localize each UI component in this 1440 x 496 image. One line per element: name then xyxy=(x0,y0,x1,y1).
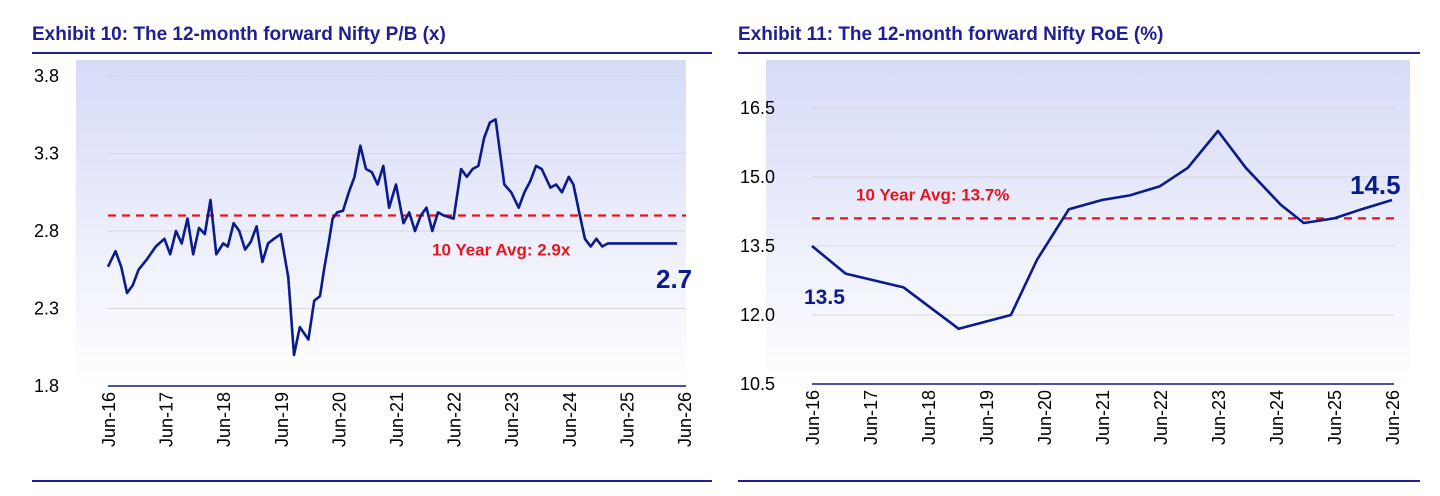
top-rule xyxy=(738,52,1420,54)
y-tick-label: 3.8 xyxy=(34,66,59,86)
x-tick-label: Jun-18 xyxy=(214,392,234,447)
y-tick-label: 13.5 xyxy=(740,236,775,256)
y-tick-label: 1.8 xyxy=(34,376,59,396)
chart-title: Exhibit 10: The 12-month forward Nifty P… xyxy=(32,24,446,45)
end-value-label: 14.5 xyxy=(1350,170,1401,200)
x-tick-label: Jun-16 xyxy=(99,392,119,447)
x-tick-label: Jun-25 xyxy=(617,392,637,447)
y-tick-label: 2.3 xyxy=(34,299,59,319)
chart-title: Exhibit 11: The 12-month forward Nifty R… xyxy=(738,24,1164,45)
plot-background xyxy=(76,60,686,388)
bottom-rule xyxy=(32,480,712,482)
x-tick-label: Jun-17 xyxy=(157,392,177,447)
series-line xyxy=(811,129,1393,331)
y-tick-label: 16.5 xyxy=(740,98,775,118)
y-tick-label: 3.3 xyxy=(34,144,59,164)
y-tick-label: 15.0 xyxy=(740,167,775,187)
x-tick-label: Jun-16 xyxy=(803,390,823,445)
x-tick-label: Jun-26 xyxy=(675,392,695,447)
x-tick-label: Jun-23 xyxy=(1209,390,1229,445)
series-line xyxy=(106,118,678,357)
x-tick-label: Jun-21 xyxy=(387,392,407,447)
average-label: 10 Year Avg: 2.9x xyxy=(432,241,571,260)
bottom-rule xyxy=(738,480,1420,482)
average-label: 10 Year Avg: 13.7% xyxy=(856,185,1009,204)
x-tick-label: Jun-24 xyxy=(560,392,580,447)
y-tick-label: 2.8 xyxy=(34,221,59,241)
plot-background xyxy=(766,60,1410,388)
x-tick-label: Jun-18 xyxy=(919,390,939,445)
x-tick-label: Jun-17 xyxy=(861,390,881,445)
x-tick-label: Jun-21 xyxy=(1093,390,1113,445)
x-tick-label: Jun-19 xyxy=(977,390,997,445)
x-tick-label: Jun-22 xyxy=(1151,390,1171,445)
y-tick-label: 12.0 xyxy=(740,305,775,325)
x-tick-label: Jun-19 xyxy=(272,392,292,447)
end-value-label: 2.7 xyxy=(656,264,692,294)
start-value-label: 13.5 xyxy=(804,286,845,309)
y-tick-label: 10.5 xyxy=(740,374,775,394)
x-tick-label: Jun-24 xyxy=(1267,390,1287,445)
x-tick-label: Jun-20 xyxy=(329,392,349,447)
x-tick-label: Jun-23 xyxy=(502,392,522,447)
exhibit-10: Exhibit 10: The 12-month forward Nifty P… xyxy=(32,0,712,496)
roe-chart: 10.5 12.0 13.5 15.0 16.5 Jun-16 Jun-17 Jun-18 Ju… xyxy=(740,60,1410,445)
pb-chart: 1.8 2.3 2.8 3.3 3.8 Jun-16 Jun-17 Jun-18 Jun-19 J… xyxy=(34,60,695,447)
exhibit-11: Exhibit 11: The 12-month forward Nifty R… xyxy=(738,0,1420,496)
x-tick-label: Jun-22 xyxy=(445,392,465,447)
x-tick-label: Jun-26 xyxy=(1383,390,1403,445)
top-rule xyxy=(32,52,712,54)
x-tick-label: Jun-25 xyxy=(1325,390,1345,445)
x-tick-label: Jun-20 xyxy=(1035,390,1055,445)
